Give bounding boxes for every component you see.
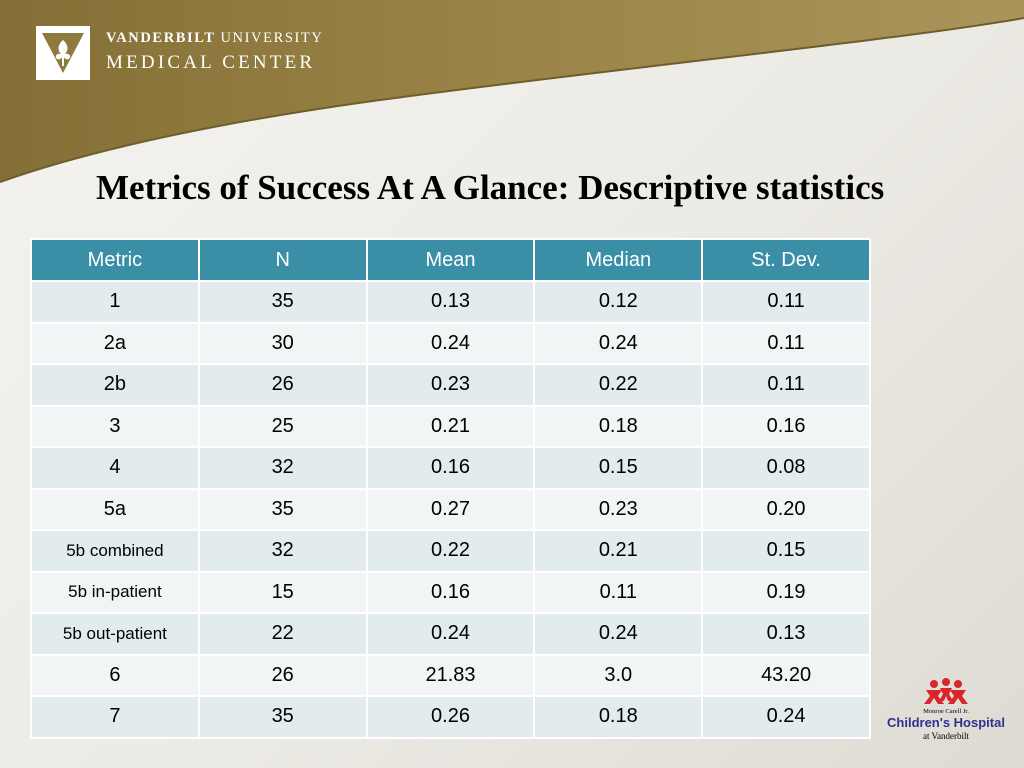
- logo-university-bold: VANDERBILT: [106, 30, 216, 46]
- vanderbilt-oak-leaf-logo-icon: [36, 26, 90, 80]
- statistics-table: Metric N Mean Median St. Dev. 1 35 0.13 0.12 0.1…: [30, 238, 871, 739]
- table-cell: 32: [197, 529, 368, 573]
- table-cell: 0.16: [365, 570, 536, 614]
- table-cell: 0.13: [701, 612, 871, 656]
- table-cell: 7: [30, 695, 200, 739]
- table-cell: 0.15: [533, 446, 704, 490]
- table-cell: 35: [197, 487, 368, 531]
- table-cell: 15: [197, 570, 368, 614]
- table-cell: 0.22: [365, 529, 536, 573]
- table-cell: 3.0: [533, 653, 704, 697]
- table-cell: 2a: [30, 321, 200, 365]
- table-cell: 26: [197, 363, 368, 407]
- table-row: 1 35 0.13 0.12 0.11: [30, 280, 871, 324]
- table-row: 5b combined 32 0.22 0.21 0.15: [30, 529, 871, 573]
- table-cell: 0.18: [533, 404, 704, 448]
- table-cell: 0.20: [701, 487, 871, 531]
- table-body: 1 35 0.13 0.12 0.11 2a 30 0.24 0.24 0.11 2b 26 0.23 0…: [30, 280, 871, 739]
- table-row: 4 32 0.16 0.15 0.08: [30, 446, 871, 490]
- table-cell: 26: [197, 653, 368, 697]
- logo-university-text: VANDERBILT UNIVERSITY: [106, 30, 323, 47]
- table-cell: 0.23: [365, 363, 536, 407]
- table-cell: 21.83: [365, 653, 536, 697]
- column-header: Metric: [30, 238, 200, 282]
- table-cell: 2b: [30, 363, 200, 407]
- childrens-logo-line1: Monroe Carell Jr.: [923, 708, 969, 715]
- table-cell: 0.21: [365, 404, 536, 448]
- childrens-hospital-logo: Monroe Carell Jr. Children's Hospital at…: [886, 674, 1006, 746]
- table-cell: 0.23: [533, 487, 704, 531]
- logo-university-light: UNIVERSITY: [220, 30, 324, 46]
- column-header: N: [197, 238, 368, 282]
- table-row: 3 25 0.21 0.18 0.16: [30, 404, 871, 448]
- table-cell: 0.15: [701, 529, 871, 573]
- table-cell: 3: [30, 404, 200, 448]
- table-row: 6 26 21.83 3.0 43.20: [30, 653, 871, 697]
- header-banner: [0, 0, 1024, 183]
- table-row: 7 35 0.26 0.18 0.24: [30, 695, 871, 739]
- table-cell: 0.12: [533, 280, 704, 324]
- table-cell: 35: [197, 695, 368, 739]
- table-cell: 0.16: [701, 404, 871, 448]
- table-cell: 0.11: [701, 321, 871, 365]
- table-row: 5a 35 0.27 0.23 0.20: [30, 487, 871, 531]
- table-cell: 0.24: [365, 612, 536, 656]
- table-cell: 32: [197, 446, 368, 490]
- table-cell: 0.27: [365, 487, 536, 531]
- table-cell: 0.16: [365, 446, 536, 490]
- table-cell: 5a: [30, 487, 200, 531]
- table-cell: 0.11: [701, 280, 871, 324]
- table-cell: 5b combined: [30, 529, 200, 573]
- table-cell: 25: [197, 404, 368, 448]
- table-row: 2a 30 0.24 0.24 0.11: [30, 321, 871, 365]
- table-cell: 35: [197, 280, 368, 324]
- table-cell: 0.22: [533, 363, 704, 407]
- table-header-row: Metric N Mean Median St. Dev.: [30, 238, 871, 282]
- childrens-logo-line3: at Vanderbilt: [923, 731, 970, 741]
- table-cell: 0.11: [533, 570, 704, 614]
- table-row: 5b out-patient 22 0.24 0.24 0.13: [30, 612, 871, 656]
- table-cell: 0.08: [701, 446, 871, 490]
- table-cell: 0.11: [701, 363, 871, 407]
- table-cell: 1: [30, 280, 200, 324]
- table-cell: 0.13: [365, 280, 536, 324]
- table-cell: 0.26: [365, 695, 536, 739]
- table-cell: 6: [30, 653, 200, 697]
- childrens-logo-line2: Children's Hospital: [887, 715, 1005, 730]
- statistics-table-container: Metric N Mean Median St. Dev. 1 35 0.13 0.12 0.1…: [30, 238, 871, 739]
- table-cell: 5b in-patient: [30, 570, 200, 614]
- table-cell: 0.19: [701, 570, 871, 614]
- page-title: Metrics of Success At A Glance: Descript…: [96, 168, 885, 207]
- table-cell: 0.24: [701, 695, 871, 739]
- column-header: Median: [533, 238, 704, 282]
- children-figures-icon: [924, 678, 968, 704]
- table-cell: 0.24: [365, 321, 536, 365]
- column-header: St. Dev.: [701, 238, 871, 282]
- table-cell: 0.24: [533, 612, 704, 656]
- table-cell: 22: [197, 612, 368, 656]
- column-header: Mean: [365, 238, 536, 282]
- table-row: 2b 26 0.23 0.22 0.11: [30, 363, 871, 407]
- table-row: 5b in-patient 15 0.16 0.11 0.19: [30, 570, 871, 614]
- table-cell: 43.20: [701, 653, 871, 697]
- table-cell: 0.18: [533, 695, 704, 739]
- table-cell: 0.24: [533, 321, 704, 365]
- logo-medical-center-text: MEDICAL CENTER: [106, 52, 316, 73]
- table-cell: 0.21: [533, 529, 704, 573]
- table-cell: 4: [30, 446, 200, 490]
- table-cell: 5b out-patient: [30, 612, 200, 656]
- table-cell: 30: [197, 321, 368, 365]
